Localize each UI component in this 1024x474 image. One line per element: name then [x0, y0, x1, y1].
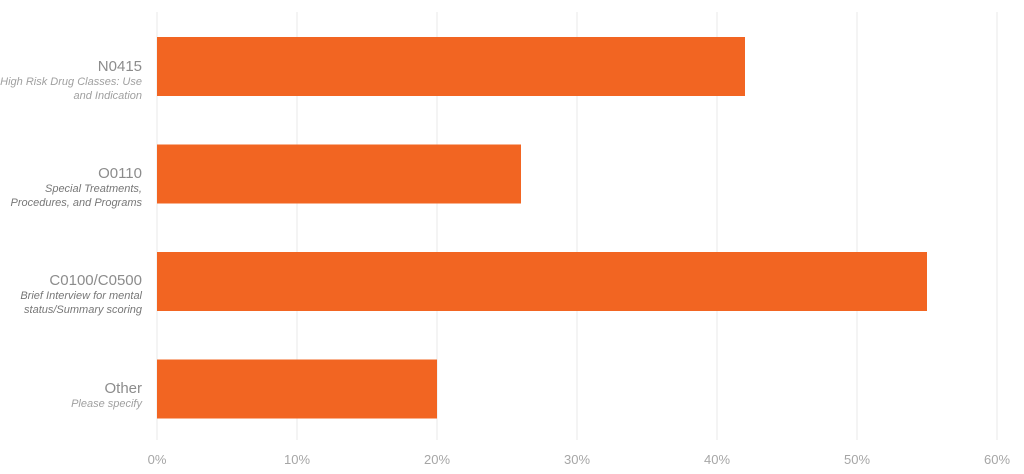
- x-tick-label: 30%: [564, 452, 590, 467]
- x-tick-label: 60%: [984, 452, 1010, 467]
- x-tick-label: 40%: [704, 452, 730, 467]
- x-tick-label: 0%: [148, 452, 167, 467]
- bar: [157, 144, 521, 204]
- bar-layer: [157, 37, 927, 419]
- x-tick-label: 20%: [424, 452, 450, 467]
- bar: [157, 37, 745, 96]
- x-tick-label: 50%: [844, 452, 870, 467]
- x-tick-label: 10%: [284, 452, 310, 467]
- bar: [157, 252, 927, 311]
- bar: [157, 359, 437, 419]
- x-axis-ticks: 0% 10% 20% 30% 40% 50% 60%: [148, 452, 1011, 467]
